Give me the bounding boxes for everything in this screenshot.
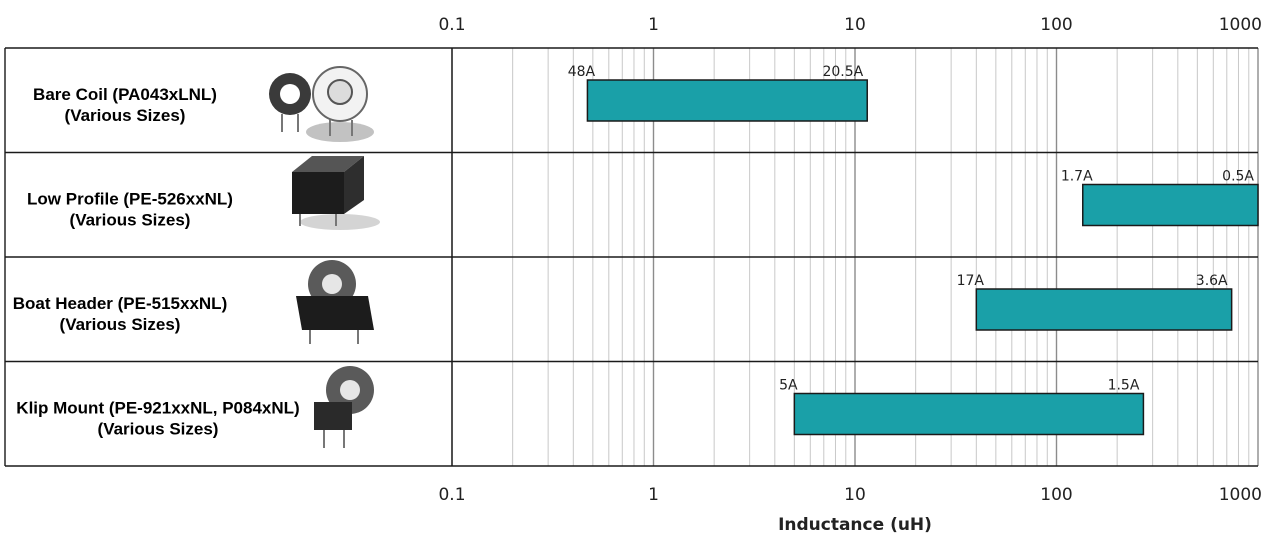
klip-mount-inductor-icon bbox=[314, 366, 374, 448]
category-row: Boat Header (PE-515xxNL) (Various Sizes) 1… bbox=[13, 260, 1233, 344]
low-profile-inductor-icon bbox=[292, 156, 380, 230]
x-tick-label-top: 0.1 bbox=[438, 15, 465, 35]
current-label-start: 48A bbox=[568, 64, 596, 80]
x-tick-labels-top: 0.1 1 10 100 1000 bbox=[438, 15, 1262, 35]
x-tick-label-top: 1 bbox=[648, 15, 659, 35]
category-label-line1: Klip Mount (PE-921xxNL, P084xNL) bbox=[16, 399, 299, 418]
toroid-coil-icon bbox=[269, 66, 374, 142]
category-label-line2: (Various Sizes) bbox=[60, 315, 181, 334]
current-label-end: 1.5A bbox=[1108, 378, 1140, 394]
x-tick-label-top: 1000 bbox=[1219, 15, 1262, 35]
category-label-line2: (Various Sizes) bbox=[70, 211, 191, 230]
current-label-start: 17A bbox=[957, 273, 985, 289]
x-tick-label-top: 100 bbox=[1040, 15, 1072, 35]
x-tick-label-bottom: 10 bbox=[844, 485, 866, 505]
category-row: Low Profile (PE-526xxNL) (Various Sizes) 1… bbox=[27, 156, 1259, 230]
x-tick-label-bottom: 1000 bbox=[1219, 485, 1262, 505]
range-bar bbox=[586, 79, 868, 122]
category-label-line1: Boat Header (PE-515xxNL) bbox=[13, 294, 227, 313]
current-label-start: 5A bbox=[779, 378, 798, 394]
boat-header-inductor-icon bbox=[296, 260, 374, 344]
x-tick-label-bottom: 100 bbox=[1040, 485, 1072, 505]
x-axis-label: Inductance (uH) bbox=[778, 515, 932, 535]
category-row: Bare Coil (PA043xLNL) (Various Sizes) 48A 2… bbox=[33, 64, 868, 142]
category-label-line2: (Various Sizes) bbox=[98, 420, 219, 439]
x-tick-label-top: 10 bbox=[844, 15, 866, 35]
category-row: Klip Mount (PE-921xxNL, P084xNL) (Various… bbox=[16, 366, 1145, 448]
current-label-start: 1.7A bbox=[1061, 169, 1093, 185]
category-rows: Bare Coil (PA043xLNL) (Various Sizes) 48A 2… bbox=[13, 64, 1259, 448]
category-label-line2: (Various Sizes) bbox=[65, 106, 186, 125]
chart-frame bbox=[4, 47, 1258, 467]
current-label-end: 0.5A bbox=[1222, 169, 1254, 185]
category-label-line1: Bare Coil (PA043xLNL) bbox=[33, 85, 217, 104]
x-tick-labels-bottom: 0.1 1 10 100 1000 bbox=[438, 485, 1262, 505]
current-label-end: 20.5A bbox=[822, 64, 863, 80]
range-bar bbox=[1082, 183, 1259, 227]
x-tick-label-bottom: 1 bbox=[648, 485, 659, 505]
range-bar bbox=[793, 392, 1145, 436]
x-tick-label-bottom: 0.1 bbox=[438, 485, 465, 505]
category-label-line1: Low Profile (PE-526xxNL) bbox=[27, 190, 233, 209]
current-label-end: 3.6A bbox=[1196, 273, 1228, 289]
range-bar bbox=[975, 288, 1233, 331]
